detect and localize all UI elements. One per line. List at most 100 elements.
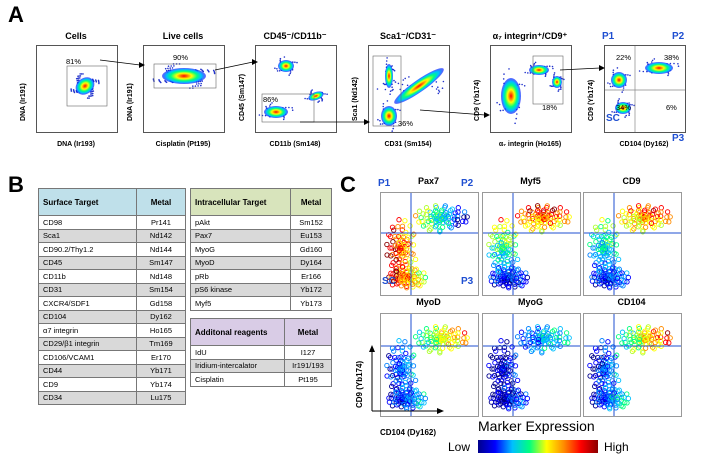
target-cell: Cisplatin	[189, 372, 286, 387]
target-cell: CD31	[38, 282, 137, 297]
table-row: pAkt Sm152	[189, 215, 332, 230]
flow-plot	[490, 45, 572, 133]
metal-cell: Nd148	[135, 269, 187, 284]
table-row: CD106/VCAM1 Er170	[38, 350, 187, 365]
gate-percentage: 90%	[173, 53, 189, 62]
flow-plot-title: Cells	[65, 31, 87, 41]
flow-plot-x-label: Cisplatin (Pt195)	[155, 141, 211, 148]
target-cell: Pax7	[189, 228, 292, 243]
target-cell: pAkt	[189, 215, 292, 230]
metal-cell: Dy162	[135, 309, 187, 324]
flow-plot-x-label: CD11b (Sm148)	[269, 141, 321, 148]
marker-plot-title: CD9	[622, 176, 641, 186]
table-row: Cisplatin Pt195	[189, 372, 332, 387]
metal-cell: Yb174	[135, 377, 187, 392]
metal-cell: Ir191/193	[284, 358, 332, 373]
table-row: α7 integrin Ho165	[38, 323, 187, 338]
table-row: pS6 kinase Yb172	[189, 282, 332, 297]
gate-percentage: 18%	[542, 103, 558, 112]
target-cell: CD106/VCAM1	[38, 350, 137, 365]
table-row: CXCR4/SDF1 Gd158	[38, 296, 187, 311]
intracellular-header-row: Intracellular Target Metal	[189, 188, 332, 216]
heatmap-quadrant-label-p3: P3	[461, 276, 474, 287]
metal-cell: Er166	[290, 269, 332, 284]
metal-cell: Lu175	[135, 390, 187, 405]
marker-expression-plot	[583, 192, 682, 296]
metal-cell: Er170	[135, 350, 187, 365]
target-cell: CD9	[38, 377, 137, 392]
table-row: Pax7 Eu153	[189, 228, 332, 243]
metal-cell: Ho165	[135, 323, 187, 338]
surface-header-row: Surface Target Metal	[38, 188, 187, 216]
table-row: Myf5 Yb173	[189, 296, 332, 311]
table-row: CD98 Pr141	[38, 215, 187, 230]
table-row: CD9 Yb174	[38, 377, 187, 392]
metal-cell: Sm154	[135, 282, 187, 297]
metal-cell: Gd160	[290, 242, 332, 257]
table-row: CD44 Yb171	[38, 363, 187, 378]
table-row: CD29/β1 integrin Tm169	[38, 336, 187, 351]
target-cell: MyoG	[189, 242, 292, 257]
gate-percentage: 81%	[66, 57, 82, 66]
quadrant-label-sc: SC	[606, 113, 620, 124]
target-cell: CD98	[38, 215, 137, 230]
target-cell: pS6 kinase	[189, 282, 292, 297]
metal-cell: I127	[284, 345, 332, 360]
legend-high-label: High	[604, 440, 629, 454]
marker-expression-plot	[380, 313, 479, 417]
flow-plot-title: Live cells	[162, 31, 204, 41]
gate-percentage: 86%	[263, 95, 279, 104]
quadrant-label-p1: P1	[602, 31, 615, 42]
panel-b-letter: B	[8, 172, 24, 197]
flow-plot-title: α₇ integrin⁺/CD9⁺	[492, 31, 568, 41]
flow-plot	[604, 45, 686, 133]
table-row: MyoD Dy164	[189, 255, 332, 270]
metal-cell: Nd142	[135, 228, 187, 243]
table-row: MyoG Gd160	[189, 242, 332, 257]
target-cell: CD104	[38, 309, 137, 324]
quadrant-label-p3: P3	[672, 133, 685, 144]
intracellular-target-table: Intracellular Target Metal pAkt Sm152 Pax7 Eu…	[189, 188, 332, 311]
additional-header-cell: Additonal reagents	[189, 318, 286, 346]
marker-plot-title: Pax7	[417, 176, 440, 186]
target-cell: MyoD	[189, 255, 292, 270]
quadrant-percentage: 22%	[616, 53, 632, 62]
metal-cell: Gd158	[135, 296, 187, 311]
marker-expression-plot	[583, 313, 682, 417]
heatmap-quadrant-label-p2: P2	[461, 178, 474, 189]
gating-arrows	[99, 59, 605, 125]
target-cell: Sca1	[38, 228, 137, 243]
marker-expression-plot	[380, 192, 479, 296]
metal-cell: Tm169	[135, 336, 187, 351]
table-row: CD45 Sm147	[38, 255, 187, 270]
additional-header-cell: Metal	[284, 318, 332, 346]
panel-a-letter: A	[8, 2, 24, 27]
metal-cell: Pt195	[284, 372, 332, 387]
table-row: CD104 Dy162	[38, 309, 187, 324]
quadrant-label-p2: P2	[672, 31, 685, 42]
target-cell: CD44	[38, 363, 137, 378]
flow-plot-x-label: DNA (Ir193)	[57, 141, 95, 148]
quadrant-percentage: 6%	[666, 103, 677, 112]
intracellular-header-cell: Metal	[290, 188, 332, 216]
quadrant-percentage: 38%	[664, 53, 680, 62]
legend-title: Marker Expression	[478, 418, 595, 434]
heatmap-quadrant-label-sc: SC	[382, 276, 396, 287]
panel-c-axis-arrows	[369, 345, 444, 414]
heatmap-quadrant-label-p1: P1	[378, 178, 391, 189]
flow-plot	[143, 45, 225, 133]
legend-low-label: Low	[448, 440, 471, 454]
surface-target-table: Surface Target Metal CD98 Pr141 Sca1 Nd142 CD9…	[38, 188, 187, 405]
marker-expression-plot	[482, 313, 581, 417]
surface-header-cell: Metal	[135, 188, 187, 216]
target-cell: CXCR4/SDF1	[38, 296, 137, 311]
marker-expression-plot	[482, 192, 581, 296]
additional-header-row: Additonal reagents Metal	[189, 318, 332, 346]
legend-color-bar	[478, 440, 598, 453]
table-row: Sca1 Nd142	[38, 228, 187, 243]
target-cell: CD29/β1 integrin	[38, 336, 137, 351]
metal-cell: Sm147	[135, 255, 187, 270]
target-cell: pRb	[189, 269, 292, 284]
marker-plot-title: MyoG	[517, 297, 543, 307]
metal-cell: Sm152	[290, 215, 332, 230]
